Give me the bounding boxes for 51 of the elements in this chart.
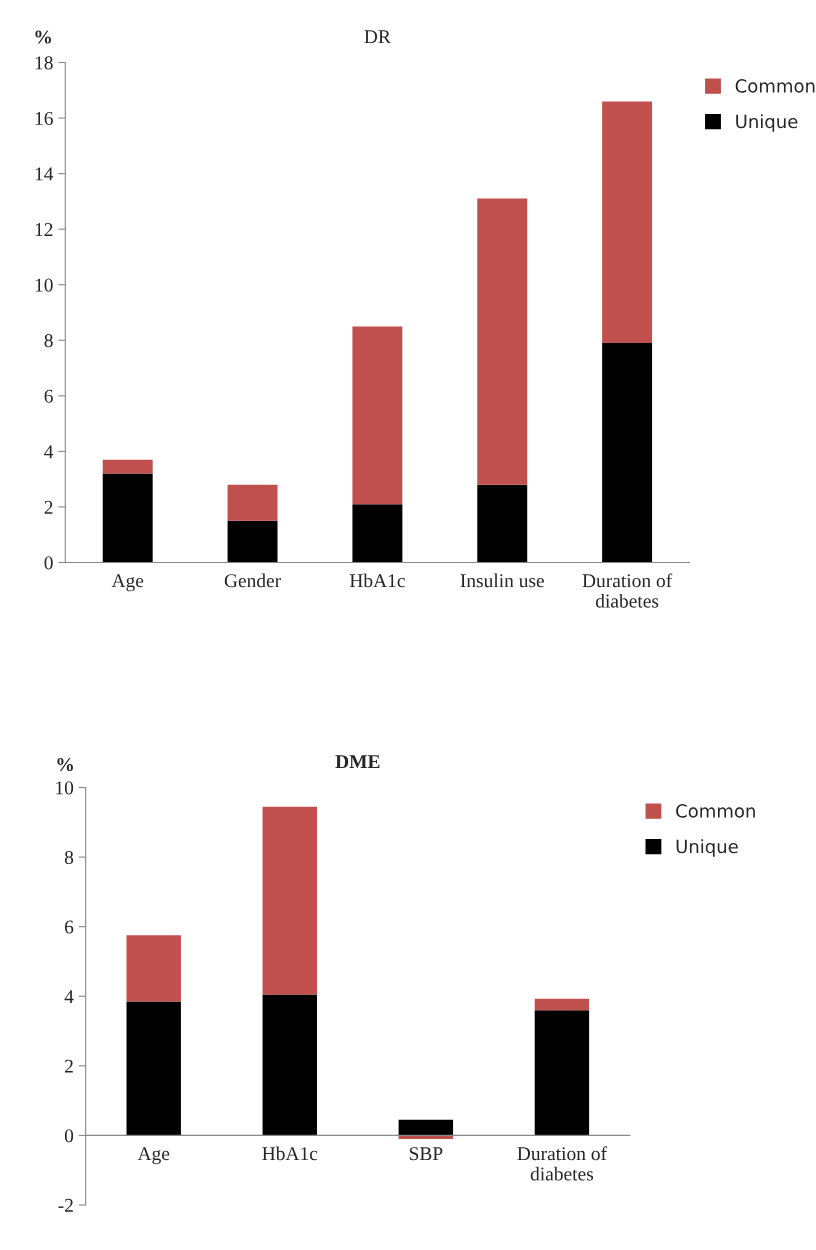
bar — [602, 343, 653, 563]
bar — [534, 1010, 590, 1136]
legend-label: Unique — [736, 114, 798, 132]
x-tick-label: SBP — [409, 1147, 443, 1161]
bar — [126, 1001, 181, 1136]
legend-label: Common — [735, 79, 815, 93]
bar — [477, 484, 528, 563]
bar — [227, 520, 278, 563]
y-tick-label: 10 — [56, 781, 74, 795]
y-tick-label: 16 — [35, 111, 53, 125]
y-tick-label: 4 — [64, 990, 74, 1003]
x-tick-label: Age — [111, 574, 144, 592]
y-tick-label: 14 — [35, 167, 54, 181]
x-tick-label: HbA1c — [349, 573, 405, 588]
y-tick-label: 6 — [44, 389, 53, 403]
bar — [352, 504, 403, 563]
bar — [102, 473, 153, 563]
y-tick-label: 12 — [35, 223, 53, 236]
y-tick-label: 18 — [35, 56, 53, 70]
y-tick-label: 8 — [44, 334, 53, 348]
bar — [262, 994, 317, 1136]
x-tick-label: HbA1c — [262, 1146, 318, 1161]
y-tick-label: 8 — [64, 850, 74, 865]
legend-label: Common — [676, 804, 755, 818]
y-tick-label: 4 — [44, 445, 54, 459]
bar — [262, 806, 317, 995]
y-axis-title: % — [35, 30, 51, 44]
y-tick-label: 2 — [65, 1059, 73, 1073]
x-tick-label: Gender — [224, 573, 281, 588]
x-tick-label: Age — [137, 1147, 170, 1165]
bar — [477, 198, 528, 485]
bar — [534, 998, 590, 1011]
legend-label: Unique — [676, 839, 738, 857]
bar — [602, 101, 653, 344]
bar — [352, 326, 403, 505]
y-tick-label: 10 — [35, 278, 53, 292]
bar — [227, 484, 278, 521]
y-tick-label: -2 — [58, 1198, 73, 1212]
y-tick-label: 0 — [44, 556, 53, 570]
x-tick-label: Duration of diabetes — [582, 573, 673, 608]
y-tick-label: 2 — [44, 500, 53, 514]
chart-title: DME — [335, 755, 380, 769]
y-tick-label: 0 — [64, 1129, 74, 1143]
x-tick-label: Duration of diabetes — [517, 1146, 608, 1181]
y-axis-title: % — [57, 757, 73, 772]
bar — [126, 935, 181, 1002]
bar — [398, 1119, 454, 1136]
bar — [102, 459, 153, 474]
chart-title: DR — [364, 30, 391, 44]
x-tick-label: Insulin use — [460, 573, 544, 588]
y-tick-label: 6 — [64, 920, 74, 934]
